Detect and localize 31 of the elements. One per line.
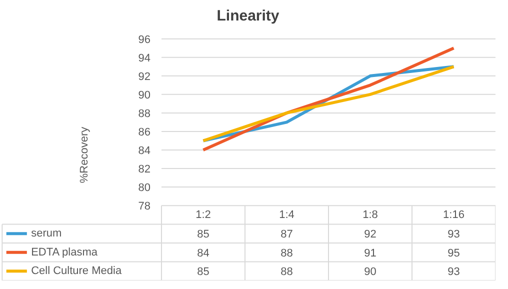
- data-label: 85: [197, 228, 210, 241]
- y-tick-label: 82: [138, 164, 150, 176]
- data-label: 90: [364, 266, 376, 278]
- legend-label: EDTA plasma: [31, 246, 98, 258]
- x-tick-label: 1:16: [443, 208, 464, 221]
- data-label: 88: [280, 266, 293, 278]
- data-label: 91: [364, 247, 376, 260]
- y-tick-label: 94: [138, 52, 150, 64]
- data-label: 95: [448, 247, 460, 260]
- y-tick-label: 84: [138, 145, 150, 158]
- y-tick-label: 96: [138, 34, 150, 46]
- y-tick-label: 88: [138, 108, 150, 120]
- y-tick-label: 90: [138, 89, 150, 102]
- legend-label: Cell Culture Media: [31, 265, 122, 278]
- data-label: 93: [448, 266, 460, 278]
- chart-title: Linearity: [216, 8, 280, 24]
- data-label: 85: [197, 266, 210, 278]
- data-label: 93: [448, 228, 460, 241]
- y-tick-label: 78: [138, 200, 150, 213]
- x-tick-label: 1:4: [279, 208, 294, 221]
- y-tick-label: 80: [138, 182, 150, 194]
- x-tick-label: 1:8: [362, 208, 378, 221]
- legend-label: serum: [31, 228, 62, 240]
- data-label: 92: [364, 228, 376, 241]
- x-tick-label: 1:2: [196, 208, 211, 221]
- y-tick-label: 92: [138, 70, 150, 83]
- y-axis-title: %Recovery: [78, 126, 90, 184]
- data-label: 88: [280, 247, 293, 260]
- data-label: 87: [280, 228, 293, 241]
- y-tick-label: 86: [138, 126, 150, 138]
- data-label: 84: [197, 247, 210, 260]
